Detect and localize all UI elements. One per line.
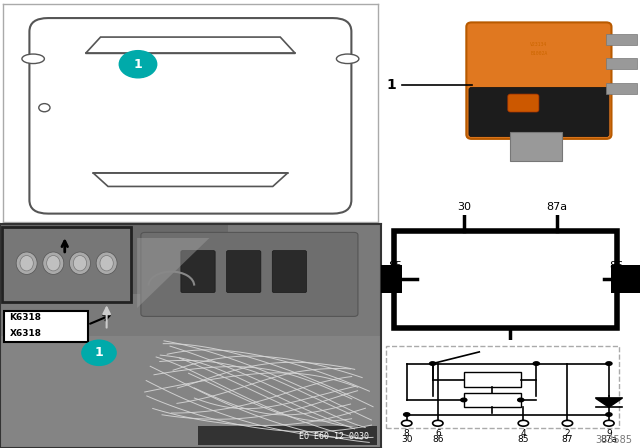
Text: 87a: 87a (600, 435, 618, 444)
FancyBboxPatch shape (469, 87, 609, 137)
Text: K6318: K6318 (10, 313, 42, 322)
Text: 30: 30 (457, 202, 471, 212)
Bar (381, 265, 401, 293)
Text: 6: 6 (435, 429, 441, 438)
Circle shape (39, 103, 50, 112)
Circle shape (433, 420, 443, 426)
Ellipse shape (100, 255, 113, 271)
FancyBboxPatch shape (272, 250, 307, 293)
Text: B1002A: B1002A (531, 51, 548, 56)
Circle shape (401, 420, 412, 426)
Text: 1: 1 (387, 78, 396, 92)
Ellipse shape (16, 252, 37, 274)
Circle shape (604, 420, 614, 426)
Bar (606, 58, 637, 69)
Bar (2, 227, 131, 302)
Polygon shape (596, 399, 622, 407)
Text: 86: 86 (609, 262, 623, 271)
Circle shape (461, 398, 467, 402)
Circle shape (606, 362, 612, 365)
Text: 86: 86 (432, 435, 444, 444)
Ellipse shape (96, 252, 117, 274)
Polygon shape (137, 238, 209, 308)
Circle shape (119, 51, 157, 78)
Bar (394, 231, 617, 328)
Text: 1: 1 (95, 346, 104, 359)
Ellipse shape (74, 255, 86, 271)
Ellipse shape (22, 54, 44, 64)
Text: 4: 4 (520, 429, 526, 438)
Text: 8: 8 (404, 429, 410, 438)
Circle shape (563, 420, 573, 426)
Ellipse shape (337, 54, 359, 64)
Text: 1: 1 (134, 58, 142, 71)
Circle shape (82, 340, 116, 366)
Text: 85: 85 (388, 262, 403, 271)
Bar (606, 34, 637, 45)
Text: V23134: V23134 (531, 42, 548, 47)
Bar (611, 265, 640, 293)
Bar (4, 311, 88, 341)
Text: 9: 9 (606, 429, 612, 438)
Ellipse shape (70, 252, 90, 274)
Circle shape (533, 362, 540, 365)
Text: X6318: X6318 (10, 329, 42, 338)
FancyBboxPatch shape (467, 22, 611, 139)
Ellipse shape (47, 255, 60, 271)
Circle shape (518, 420, 529, 426)
Text: 87: 87 (503, 349, 518, 358)
Text: 87: 87 (562, 435, 573, 444)
Text: 85: 85 (518, 435, 529, 444)
Ellipse shape (43, 252, 64, 274)
Bar (606, 83, 637, 94)
Circle shape (429, 362, 436, 365)
Text: 2: 2 (564, 429, 570, 438)
Text: EO E60 12 0030: EO E60 12 0030 (300, 432, 369, 441)
Text: 87a: 87a (547, 202, 568, 212)
Bar (511, 132, 563, 161)
Polygon shape (93, 173, 288, 186)
Bar (0, 224, 228, 294)
Text: 383585: 383585 (595, 435, 632, 445)
FancyBboxPatch shape (227, 250, 261, 293)
Bar (0, 224, 381, 336)
FancyBboxPatch shape (29, 18, 351, 214)
FancyBboxPatch shape (508, 94, 539, 112)
Polygon shape (86, 37, 295, 53)
Circle shape (404, 413, 410, 416)
Text: 30: 30 (401, 435, 412, 444)
Bar (386, 346, 620, 427)
Ellipse shape (20, 255, 33, 271)
Bar (464, 392, 521, 407)
Bar (464, 372, 521, 387)
Circle shape (518, 398, 524, 402)
FancyBboxPatch shape (181, 250, 215, 293)
Bar (198, 426, 377, 445)
Circle shape (606, 413, 612, 416)
FancyBboxPatch shape (141, 233, 358, 316)
